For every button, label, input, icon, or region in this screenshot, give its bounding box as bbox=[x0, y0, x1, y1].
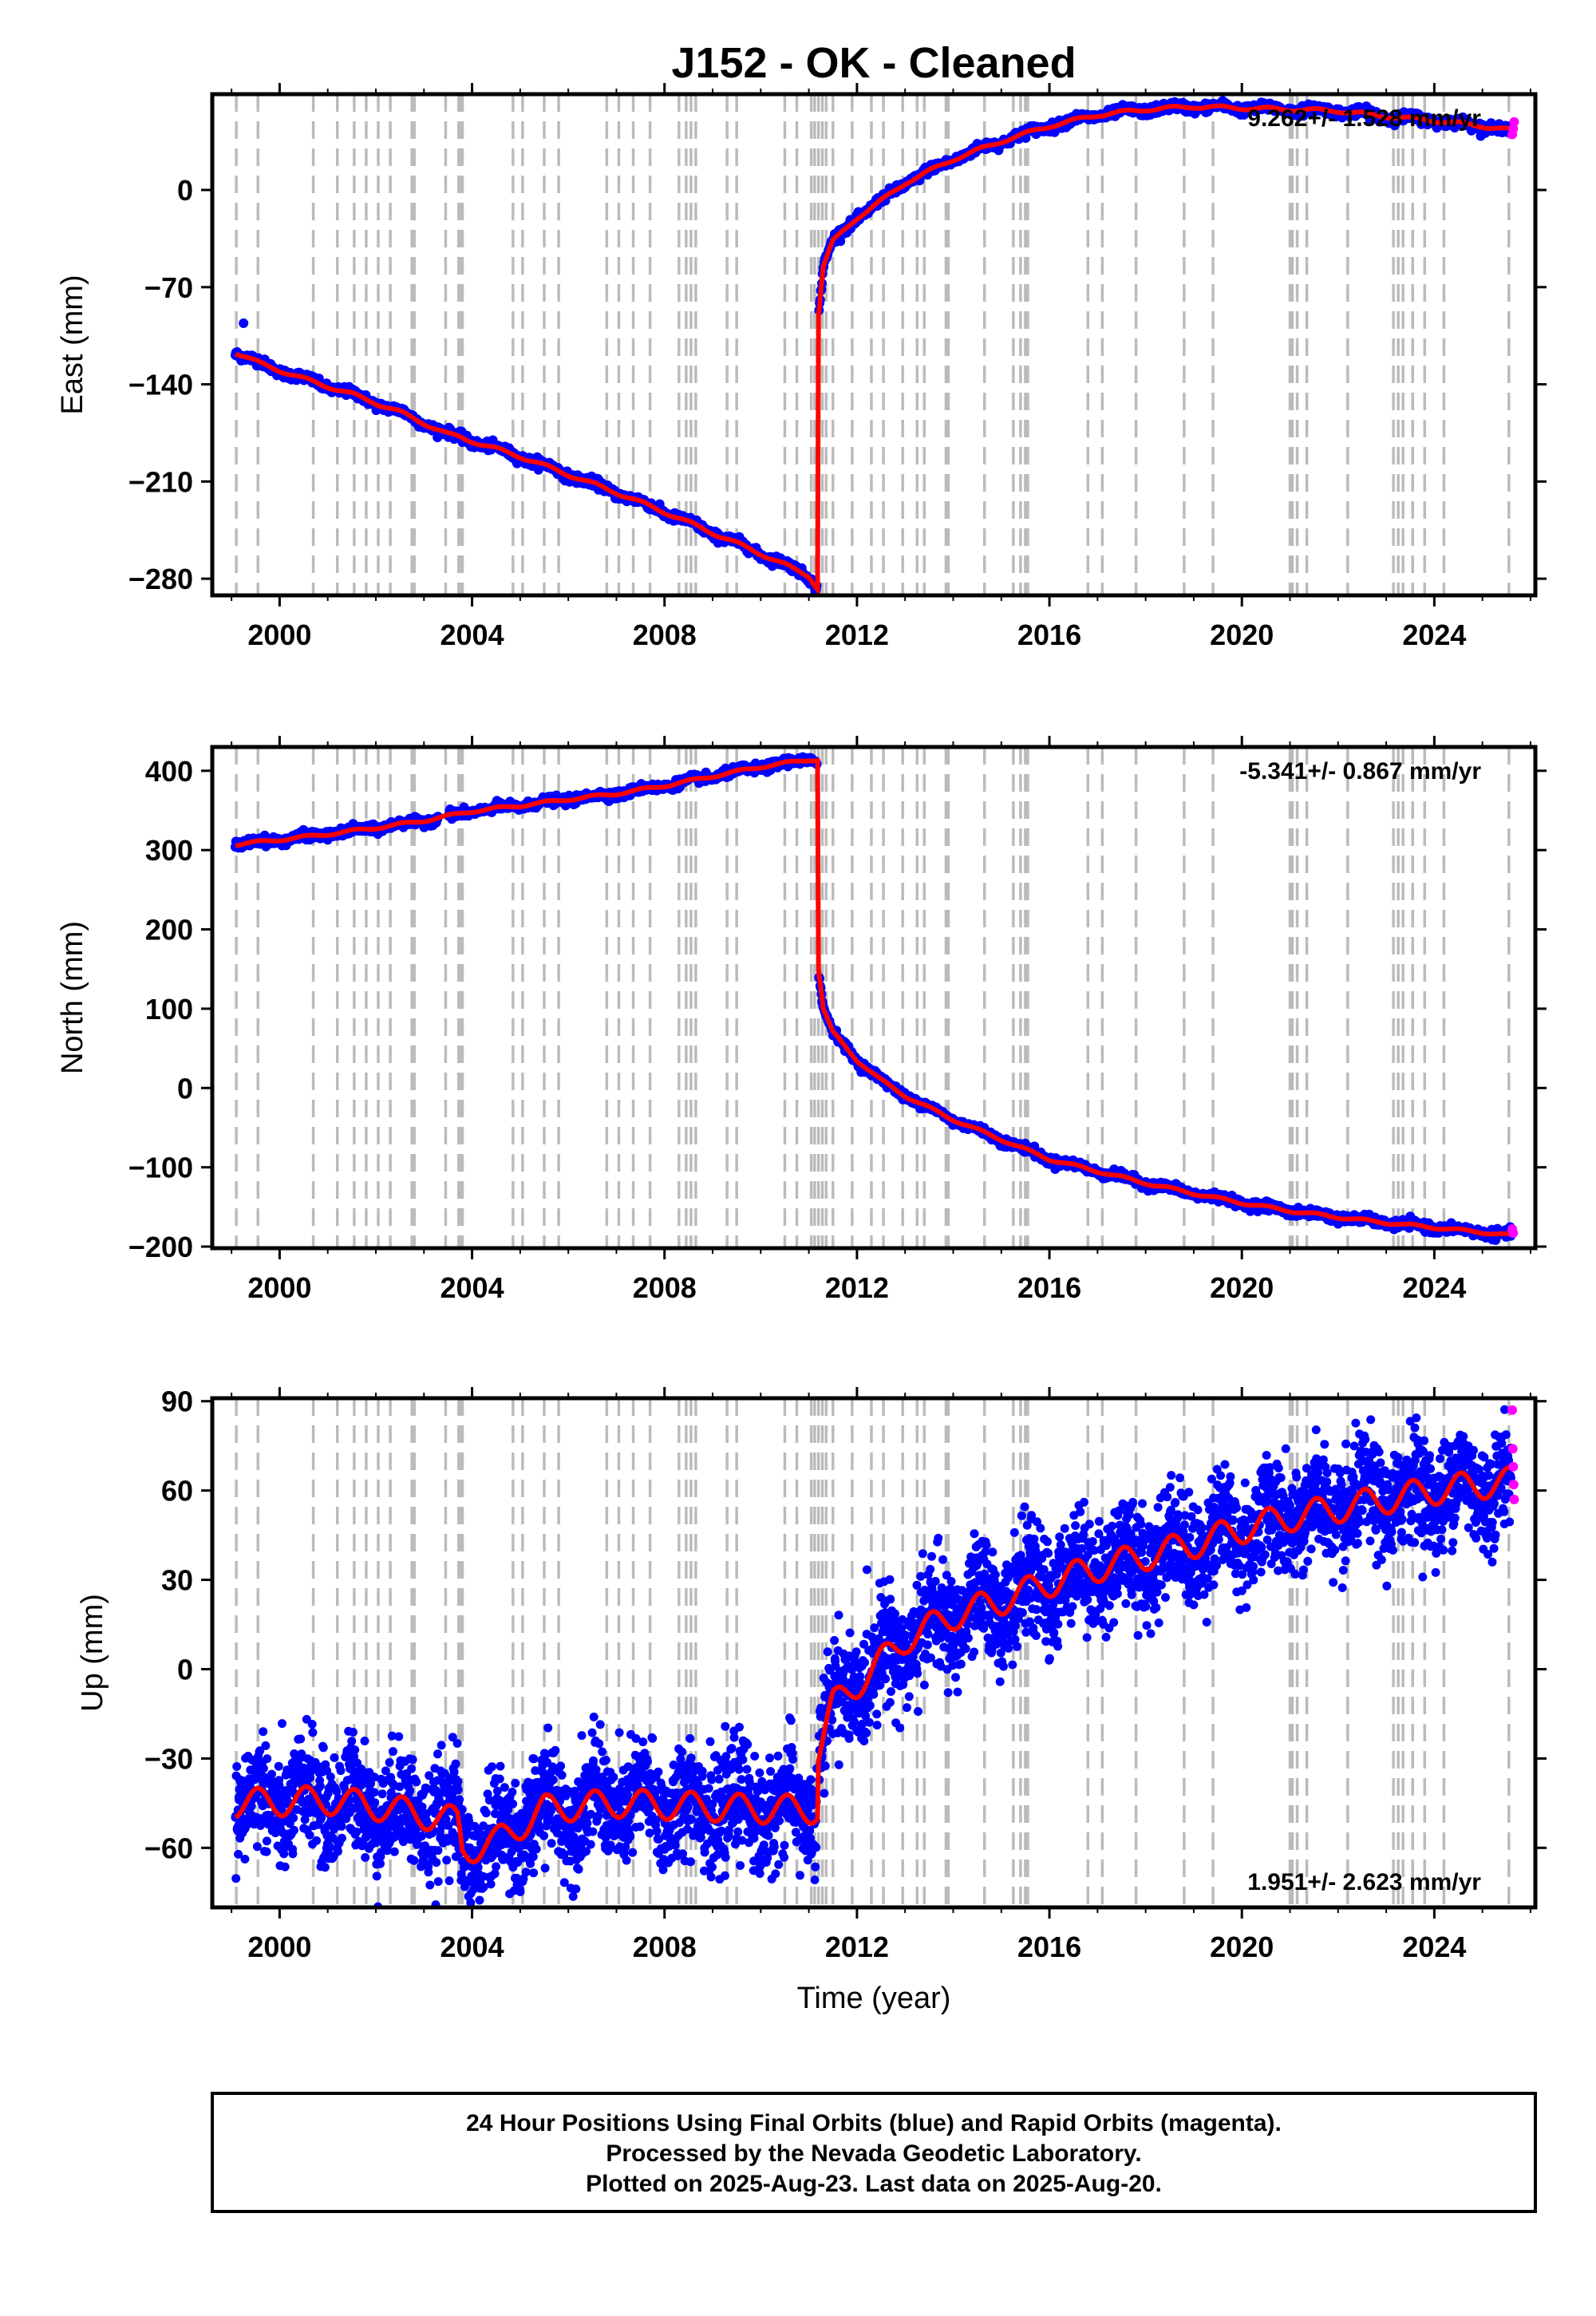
data-point bbox=[836, 236, 846, 247]
y-tick-label: −280 bbox=[128, 563, 193, 595]
y-tick-label: −210 bbox=[128, 465, 193, 498]
x-tick-label: 2008 bbox=[633, 619, 697, 651]
rate-label: -5.341+/- 0.867 mm/yr bbox=[1239, 758, 1481, 785]
x-tick-label: 2000 bbox=[247, 619, 311, 651]
data-point bbox=[267, 1769, 276, 1779]
data-point bbox=[261, 1741, 271, 1750]
y-axis-label: North (mm) bbox=[56, 921, 89, 1074]
x-tick-label: 2004 bbox=[440, 619, 504, 651]
data-point bbox=[232, 1762, 242, 1771]
y-tick-label: −100 bbox=[128, 1152, 193, 1184]
east-panel: 2000 2004 2008 2012 2016 2020 2024 0 −70 −140 −210… bbox=[56, 83, 1547, 651]
rapid-orbit-point bbox=[1509, 117, 1519, 127]
plot-area bbox=[230, 94, 1519, 595]
y-tick-label: 100 bbox=[145, 993, 193, 1026]
north-panel: 2000 2004 2008 2012 2016 2020 2024 400 300 200 100… bbox=[56, 736, 1547, 1304]
data-point bbox=[280, 1862, 290, 1871]
y-tick-label: 200 bbox=[145, 914, 193, 947]
up-panel: 2000 2004 2008 2012 2016 2020 20249060300−30−6… bbox=[76, 1385, 1547, 1963]
final-orbit-points bbox=[230, 96, 1516, 595]
data-point bbox=[274, 1761, 283, 1771]
rate-label: 9.262+/- 1.528 mm/yr bbox=[1247, 105, 1481, 132]
model-line-group bbox=[234, 103, 1512, 595]
x-tick-label: 2020 bbox=[1210, 619, 1274, 651]
data-point bbox=[247, 1801, 256, 1811]
x-tick-label: 2004 bbox=[440, 1271, 504, 1304]
data-point bbox=[259, 1727, 268, 1737]
model-line bbox=[235, 757, 1512, 1237]
y-tick-label: −140 bbox=[128, 369, 193, 401]
rapid-orbit-points bbox=[1507, 117, 1519, 140]
figure-title: J152 - OK - Cleaned bbox=[671, 39, 1076, 87]
x-tick-label: 2024 bbox=[1402, 619, 1466, 651]
y-tick-label: 400 bbox=[145, 755, 193, 788]
model-line bbox=[234, 103, 1512, 595]
data-point bbox=[262, 1836, 271, 1846]
outlier-point bbox=[239, 318, 249, 329]
model-line-group bbox=[235, 757, 1512, 1237]
x-tick-label: 2012 bbox=[825, 1271, 889, 1304]
data-point bbox=[259, 1764, 268, 1773]
x-tick-label: 2008 bbox=[633, 1271, 697, 1304]
y-tick-label: −70 bbox=[144, 271, 193, 304]
x-tick-label: 2012 bbox=[825, 619, 889, 651]
y-axis-label: East (mm) bbox=[56, 275, 89, 414]
x-tick-label: 2000 bbox=[247, 1271, 311, 1304]
y-tick-label: 0 bbox=[177, 174, 193, 207]
x-tick-label: 2016 bbox=[1017, 619, 1081, 651]
data-point bbox=[252, 1842, 262, 1852]
y-tick-label: 0 bbox=[177, 1072, 193, 1105]
x-tick-label: 2020 bbox=[1210, 1271, 1274, 1304]
rapid-orbit-point bbox=[1508, 1228, 1519, 1239]
data-point bbox=[263, 1754, 272, 1764]
data-point bbox=[240, 1855, 250, 1863]
plot-area bbox=[231, 1398, 1519, 1907]
x-tick-label: 2024 bbox=[1402, 1271, 1466, 1304]
y-tick-label: −200 bbox=[128, 1231, 193, 1263]
final-orbit-points bbox=[231, 1405, 1515, 1907]
data-point bbox=[278, 1719, 286, 1729]
final-orbit-points bbox=[230, 752, 1516, 1245]
y-tick-label: 300 bbox=[145, 834, 193, 867]
plot-area bbox=[230, 747, 1519, 1248]
data-point bbox=[262, 1847, 271, 1856]
data-point bbox=[1021, 133, 1031, 143]
x-tick-label: 2016 bbox=[1017, 1271, 1081, 1304]
data-point bbox=[231, 1874, 241, 1883]
